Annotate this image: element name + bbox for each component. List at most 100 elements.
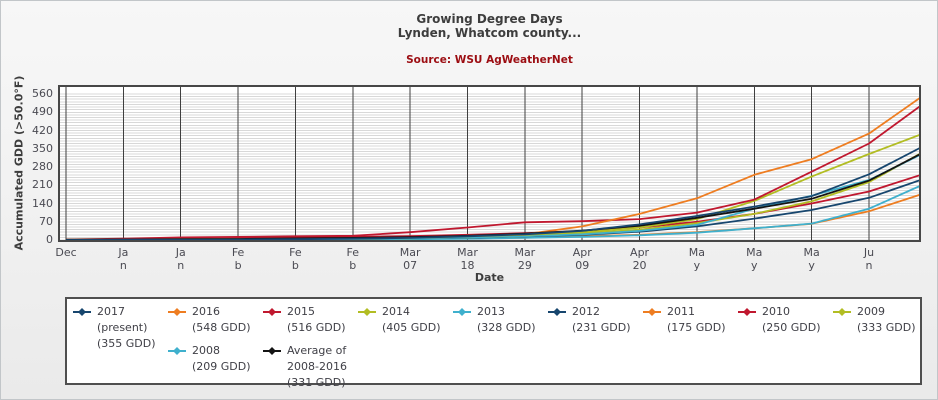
series-line-2016 (65, 96, 921, 241)
legend-entry-line: (250 GDD) (762, 321, 821, 334)
x-tick-line: 07 (403, 259, 418, 272)
x-tick-label: Ma y (725, 246, 783, 272)
legend-entry-text: 2010 (250 GDD) (762, 304, 821, 336)
x-tick-line: Mar (399, 246, 421, 259)
series-line-2017-present- (65, 146, 921, 241)
legend-entry-line: 2008 (192, 344, 220, 357)
chart-title: Growing Degree Days (416, 12, 563, 26)
x-tick-line: Fe (231, 246, 245, 259)
x-axis-title: Date (474, 271, 505, 284)
legend-entry-2013: 2013 (328 GDD) (453, 304, 536, 336)
x-tick-label: Mar 18 (438, 246, 496, 272)
legend-entry-line: 2015 (287, 305, 315, 318)
x-tick-label: Fe b (209, 246, 267, 272)
legend-entry-line: (516 GDD) (287, 321, 346, 334)
y-tick-label: 350 (32, 141, 53, 155)
x-tick-line: Dec (55, 246, 77, 259)
x-tick-line: Ja (118, 246, 129, 259)
legend-entry-line: 2013 (477, 305, 505, 318)
x-tick-line: 29 (517, 259, 532, 272)
x-tick-label: Dec (37, 246, 95, 259)
y-tick-label: 490 (32, 105, 53, 119)
x-tick-line: b (234, 259, 242, 272)
x-tick-label: Fe b (324, 246, 382, 272)
legend-entry-line: 2014 (382, 305, 410, 318)
plot-border (58, 85, 921, 242)
x-tick-label: Fe b (266, 246, 324, 272)
legend-entry-text: 2009 (333 GDD) (857, 304, 916, 336)
legend-entry-line: 2010 (762, 305, 790, 318)
legend-entry-average-of: Average of 2008-2016 (331 GDD) (263, 343, 347, 391)
legend-entry-text: Average of 2008-2016 (331 GDD) (287, 343, 347, 391)
x-tick-line: Fe (346, 246, 360, 259)
x-tick-line: Ma (688, 246, 706, 259)
series-line-2015 (65, 104, 921, 241)
legend-marker-icon (263, 347, 281, 355)
y-tick-label: 560 (32, 87, 53, 100)
legend-entry-line: 2012 (572, 305, 600, 318)
legend-entry-2012: 2012 (231 GDD) (548, 304, 631, 336)
legend-entry-line: (333 GDD) (857, 321, 916, 334)
legend-entry-line: 2009 (857, 305, 885, 318)
x-tick-label: Ja n (152, 246, 210, 272)
legend-entry-line: Average of (287, 344, 347, 357)
y-tick-label: 210 (32, 178, 53, 192)
y-tick-label: 70 (39, 214, 53, 228)
x-tick-line: Fe (289, 246, 302, 259)
legend-entry-2009: 2009 (333 GDD) (833, 304, 916, 336)
chart-title-block: Growing Degree Days Lynden, Whatcom coun… (58, 12, 921, 40)
x-tick-line: Ju (863, 246, 875, 259)
legend-entry-2011: 2011 (175 GDD) (643, 304, 726, 336)
x-tick-line: b (349, 259, 357, 272)
legend-entry-2008: 2008 (209 GDD) (168, 343, 251, 375)
y-tick-label: 140 (32, 196, 53, 210)
legend-entry-2015: 2015 (516 GDD) (263, 304, 346, 336)
legend-entry-line: 2016 (192, 305, 220, 318)
x-tick-line: y (808, 259, 815, 272)
legend-entry-text: 2015 (516 GDD) (287, 304, 346, 336)
x-tick-line: Ma (746, 246, 763, 259)
legend-entry-text: 2012 (231 GDD) (572, 304, 631, 336)
x-tick-line: Apr (572, 246, 592, 259)
x-tick-line: Ma (803, 246, 820, 259)
legend-marker-icon (168, 347, 186, 355)
legend-entry-line: (present) (97, 321, 148, 334)
legend-entry-line: 2017 (97, 305, 125, 318)
legend-entry-line: (331 GDD) (287, 376, 346, 389)
legend-entry-line: (328 GDD) (477, 321, 536, 334)
x-tick-line: 18 (460, 259, 475, 272)
x-tick-line: n (177, 259, 185, 272)
legend-entry-line: 2011 (667, 305, 695, 318)
legend-entry-text: 2014 (405 GDD) (382, 304, 441, 336)
legend-marker-icon (73, 308, 91, 316)
legend-entry-line: (231 GDD) (572, 321, 631, 334)
legend-entry-2010: 2010 (250 GDD) (738, 304, 821, 336)
x-tick-line: Mar (457, 246, 478, 259)
x-tick-label: Ju n (840, 246, 898, 272)
x-tick-line: Ja (175, 246, 186, 259)
legend-entry-2016: 2016 (548 GDD) (168, 304, 251, 336)
x-tick-label: Mar 29 (496, 246, 554, 272)
y-tick-label: 420 (32, 123, 53, 137)
legend-entry-line: (548 GDD) (192, 321, 251, 334)
legend-entry-2014: 2014 (405 GDD) (358, 304, 441, 336)
legend-entry-text: 2011 (175 GDD) (667, 304, 726, 336)
y-tick-label: 280 (32, 160, 53, 173)
x-tick-line: 20 (632, 259, 647, 272)
legend-entry-text: 2016 (548 GDD) (192, 304, 251, 336)
legend-entry-text: 2008 (209 GDD) (192, 343, 251, 375)
y-tick-label: 0 (46, 233, 53, 246)
x-tick-line: 09 (575, 259, 590, 272)
legend-marker-icon (263, 308, 281, 316)
legend-entry-line: (355 GDD) (97, 337, 156, 350)
legend-entry-line: (175 GDD) (667, 321, 726, 334)
legend-marker-icon (643, 308, 661, 316)
legend-marker-icon (833, 308, 851, 316)
legend-entry-2017: 2017 (present) (355 GDD) (73, 304, 156, 352)
x-tick-line: y (751, 259, 758, 272)
legend-entry-line: 2008-2016 (287, 360, 347, 373)
x-tick-line: n (119, 259, 127, 272)
x-tick-label: Apr 09 (553, 246, 611, 272)
legend-marker-icon (358, 308, 376, 316)
